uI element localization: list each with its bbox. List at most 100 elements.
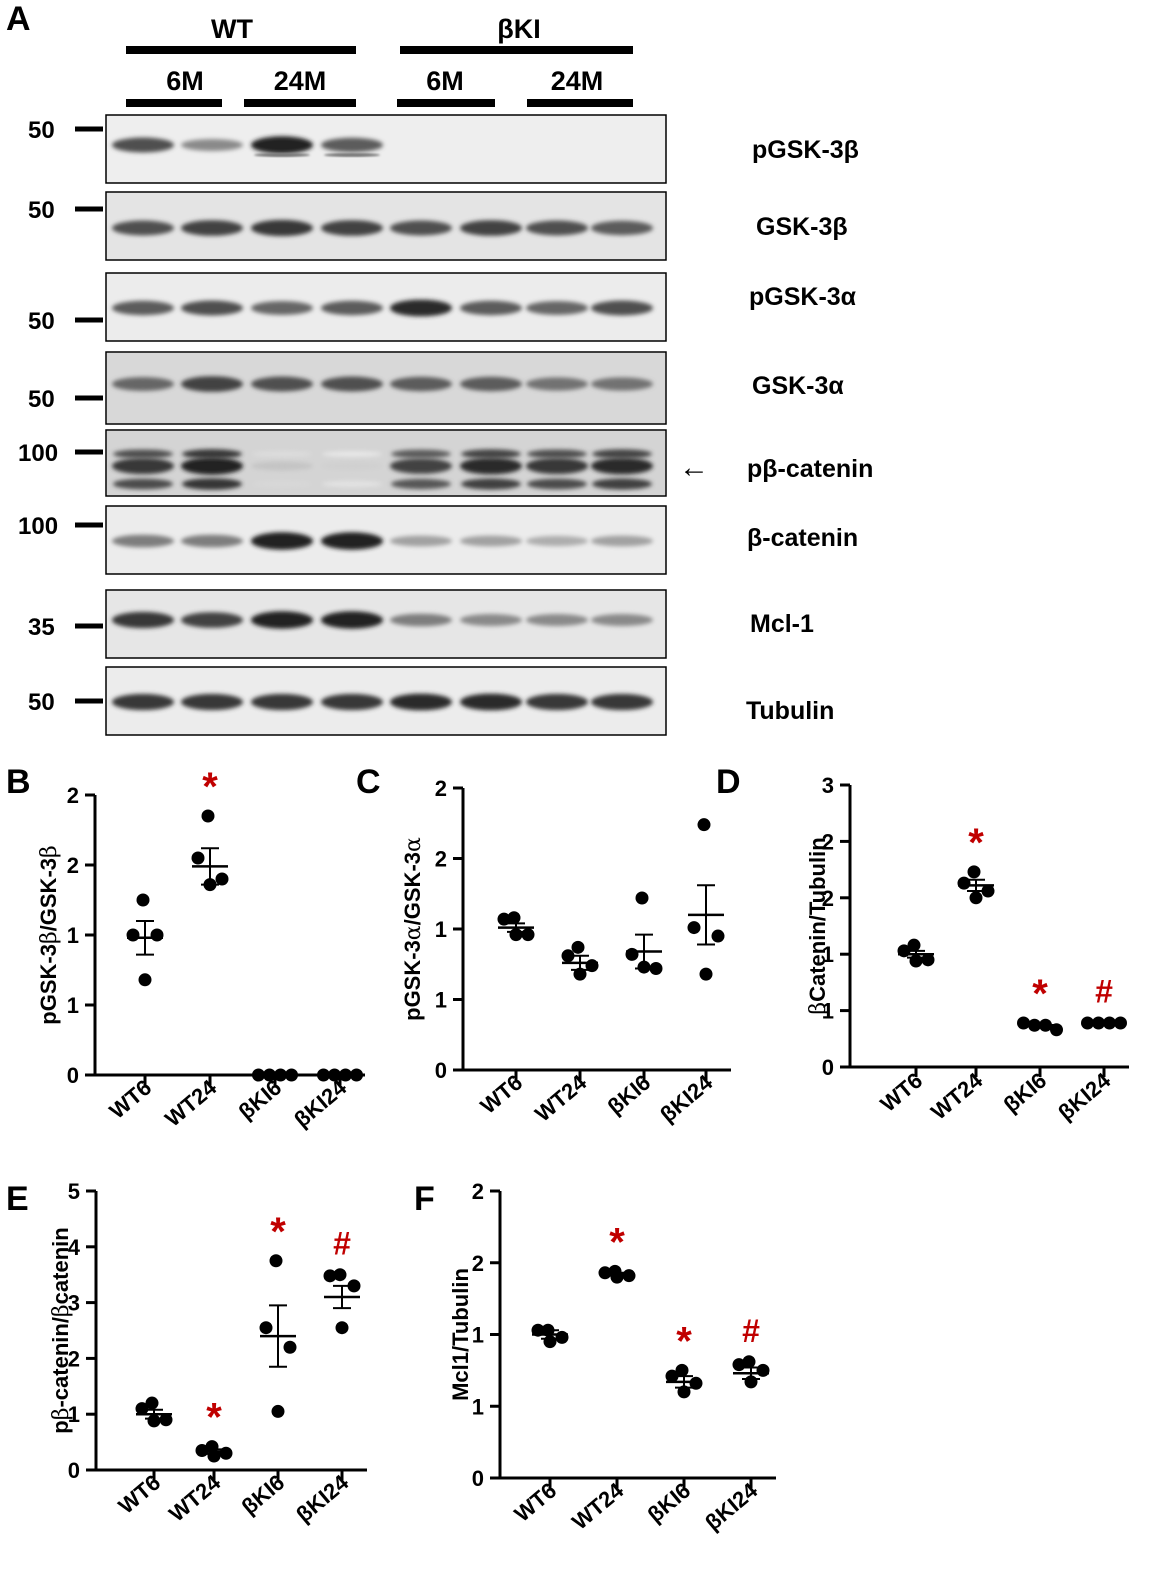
y-tick-label: 2 — [67, 783, 79, 808]
blot-band — [460, 457, 522, 475]
blot-band-upper — [461, 449, 521, 459]
blot-band — [460, 693, 522, 711]
blot-band-lower — [252, 481, 312, 487]
data-point — [507, 911, 521, 925]
y-axis-label-part: α — [401, 925, 426, 940]
significance-mark: * — [609, 1220, 625, 1264]
subgroup-line — [244, 99, 356, 107]
data-point — [635, 891, 649, 905]
mw-marker-tick — [75, 395, 103, 401]
blot-band — [526, 693, 588, 711]
blot-band — [321, 376, 383, 392]
mw-marker-label: 50 — [28, 386, 55, 413]
protein-label: Tubulin — [746, 697, 834, 725]
x-tick-label: WT6 — [476, 1070, 528, 1119]
data-point — [147, 1414, 161, 1428]
data-point — [907, 938, 921, 952]
blot-band — [112, 457, 174, 475]
y-tick-label: 1 — [472, 1323, 484, 1348]
y-axis-label-part: β — [49, 1304, 74, 1317]
mw-marker-label: 50 — [28, 689, 55, 716]
blot-band — [591, 693, 653, 711]
y-tick-label: 1 — [67, 993, 79, 1018]
mw-marker-label: 50 — [28, 117, 55, 144]
y-axis-label: pGSK-3β/GSK-3β — [36, 845, 62, 1024]
data-point — [981, 884, 995, 898]
blot-band — [181, 693, 243, 711]
data-point — [159, 1413, 173, 1427]
x-tick-label: βKI24 — [289, 1074, 352, 1132]
blot-band — [181, 376, 243, 392]
x-tick-label: βKI6 — [234, 1075, 287, 1125]
mw-marker-tick — [75, 698, 103, 704]
blot-band — [321, 693, 383, 711]
y-axis-label: βCatenin/Tubulin — [805, 837, 831, 1014]
data-point — [756, 1363, 770, 1377]
data-point — [732, 1358, 746, 1372]
x-tick-label: WT24 — [164, 1469, 226, 1526]
blot-band — [526, 301, 588, 315]
blot-band-lower — [182, 478, 242, 490]
blot-band — [460, 376, 522, 392]
y-axis-label: pβ-catenin/βcatenin — [48, 1227, 74, 1433]
blot-band — [181, 220, 243, 236]
x-tick-label: WT6 — [114, 1470, 166, 1519]
y-axis-label-part: β — [37, 845, 62, 858]
x-tick-label: WT6 — [876, 1068, 928, 1117]
data-point — [1017, 1016, 1030, 1030]
data-point — [555, 1330, 569, 1344]
blot-row-0: 50 pGSK-3β — [28, 114, 859, 184]
x-tick-label: WT24 — [160, 1074, 222, 1131]
group-line — [400, 46, 633, 54]
blot-band — [390, 535, 452, 547]
x-tick-label: βKI6 — [603, 1070, 656, 1120]
y-axis-label-part: β — [806, 1002, 831, 1015]
blot-rows: 50 pGSK-3β 50 GSK-3β 50 pGSK-3α 50 GSK-3α 100 pβ-… — [18, 114, 873, 736]
y-tick-label: 2 — [822, 829, 834, 854]
blot-band — [181, 534, 243, 548]
data-point — [687, 921, 701, 935]
data-point — [126, 928, 140, 942]
y-axis-label-part: -catenin/ — [48, 1317, 73, 1407]
blot-band — [112, 377, 174, 391]
y-axis-label-part: Mcl1/Tubulin — [448, 1268, 473, 1401]
y-tick-label: 2 — [472, 1251, 484, 1276]
x-tick-label: βKI24 — [291, 1469, 354, 1527]
blot-band — [460, 614, 522, 626]
blot-band — [591, 220, 653, 236]
panel-label-b: B — [6, 763, 31, 801]
blot-band — [390, 693, 452, 711]
x-tick-label: βKI24 — [655, 1069, 718, 1127]
y-axis-label-part: β — [37, 931, 62, 944]
mw-marker-tick — [75, 317, 103, 323]
y-tick-label: 1 — [68, 1402, 80, 1427]
blot-band — [390, 220, 452, 236]
protein-label: β-catenin — [747, 524, 858, 552]
blot-band — [591, 377, 653, 391]
y-axis-label-part: pGSK-3 — [36, 944, 61, 1025]
data-point — [957, 876, 971, 890]
blot-band — [181, 139, 243, 151]
mw-marker-label: 100 — [18, 513, 58, 540]
subgroup-line — [397, 99, 495, 107]
blot-band — [251, 693, 313, 711]
data-point — [347, 1279, 361, 1293]
y-tick-label: 1 — [472, 1394, 484, 1419]
data-point — [333, 1268, 347, 1282]
panel-label-e: E — [6, 1180, 29, 1218]
blot-band — [460, 220, 522, 236]
blot-band — [321, 532, 383, 550]
y-tick-label: 1 — [822, 942, 834, 967]
blot-band — [112, 611, 174, 629]
y-axis-label: Mcl1/Tubulin — [448, 1268, 473, 1401]
data-point — [649, 961, 663, 975]
y-tick-label: 2 — [67, 853, 79, 878]
x-tick-label: WT6 — [510, 1478, 562, 1527]
data-point — [138, 973, 152, 987]
panel-label-a: A — [6, 0, 31, 38]
blot-band — [251, 461, 313, 471]
group-label: WT — [211, 14, 253, 44]
data-point — [675, 1363, 689, 1377]
blot-band-upper — [527, 449, 587, 459]
